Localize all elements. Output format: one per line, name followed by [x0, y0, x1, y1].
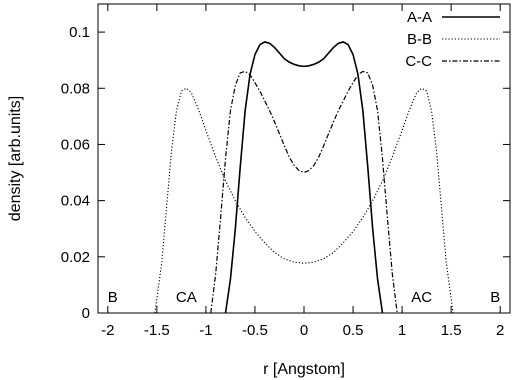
series-layer [154, 41, 454, 314]
x-tick-label: -1.5 [144, 322, 170, 339]
legend-label: A-A [407, 9, 432, 26]
y-tick-label: 0 [82, 305, 90, 322]
x-tick-label: 2 [496, 322, 504, 339]
region-label: CA [176, 289, 197, 306]
y-tick-label: 0.1 [69, 24, 90, 41]
series-line-c-c [210, 70, 398, 314]
x-axis-title: r [Angstom] [263, 361, 345, 378]
plot-area: -2 -1.5 -1 -0.5 0 0.5 1 1.5 2 0 0.02 0.04 0.06 0.08 0.… [61, 3, 511, 339]
x-tick-label: -0.5 [242, 322, 268, 339]
x-tick-label: 1.5 [441, 322, 462, 339]
y-tick-label: 0.02 [61, 249, 90, 266]
region-label: B [108, 289, 118, 306]
y-tick-label: 0.06 [61, 136, 90, 153]
legend-label: C-C [405, 53, 432, 70]
region-label: AC [411, 289, 432, 306]
ticks-layer: -2 -1.5 -1 -0.5 0 0.5 1 1.5 2 0 0.02 0.04 0.06 0.08 0.… [61, 4, 510, 339]
region-label: B [490, 289, 500, 306]
legend: A-A B-B C-C [405, 9, 500, 70]
y-tick-label: 0.08 [61, 80, 90, 97]
annotation-layer: B CA AC B [108, 289, 501, 306]
x-tick-label: -2 [101, 322, 114, 339]
x-tick-label: 1 [398, 322, 406, 339]
series-line-a-a [224, 41, 384, 314]
legend-label: B-B [407, 31, 432, 48]
y-axis-title: density [arb.units] [7, 96, 24, 221]
plot-frame [97, 3, 511, 314]
y-tick-label: 0.04 [61, 193, 90, 210]
x-tick-label: -1 [199, 322, 212, 339]
x-tick-label: 0.5 [343, 322, 364, 339]
x-tick-label: 0 [300, 322, 308, 339]
series-line-b-b [154, 87, 454, 314]
